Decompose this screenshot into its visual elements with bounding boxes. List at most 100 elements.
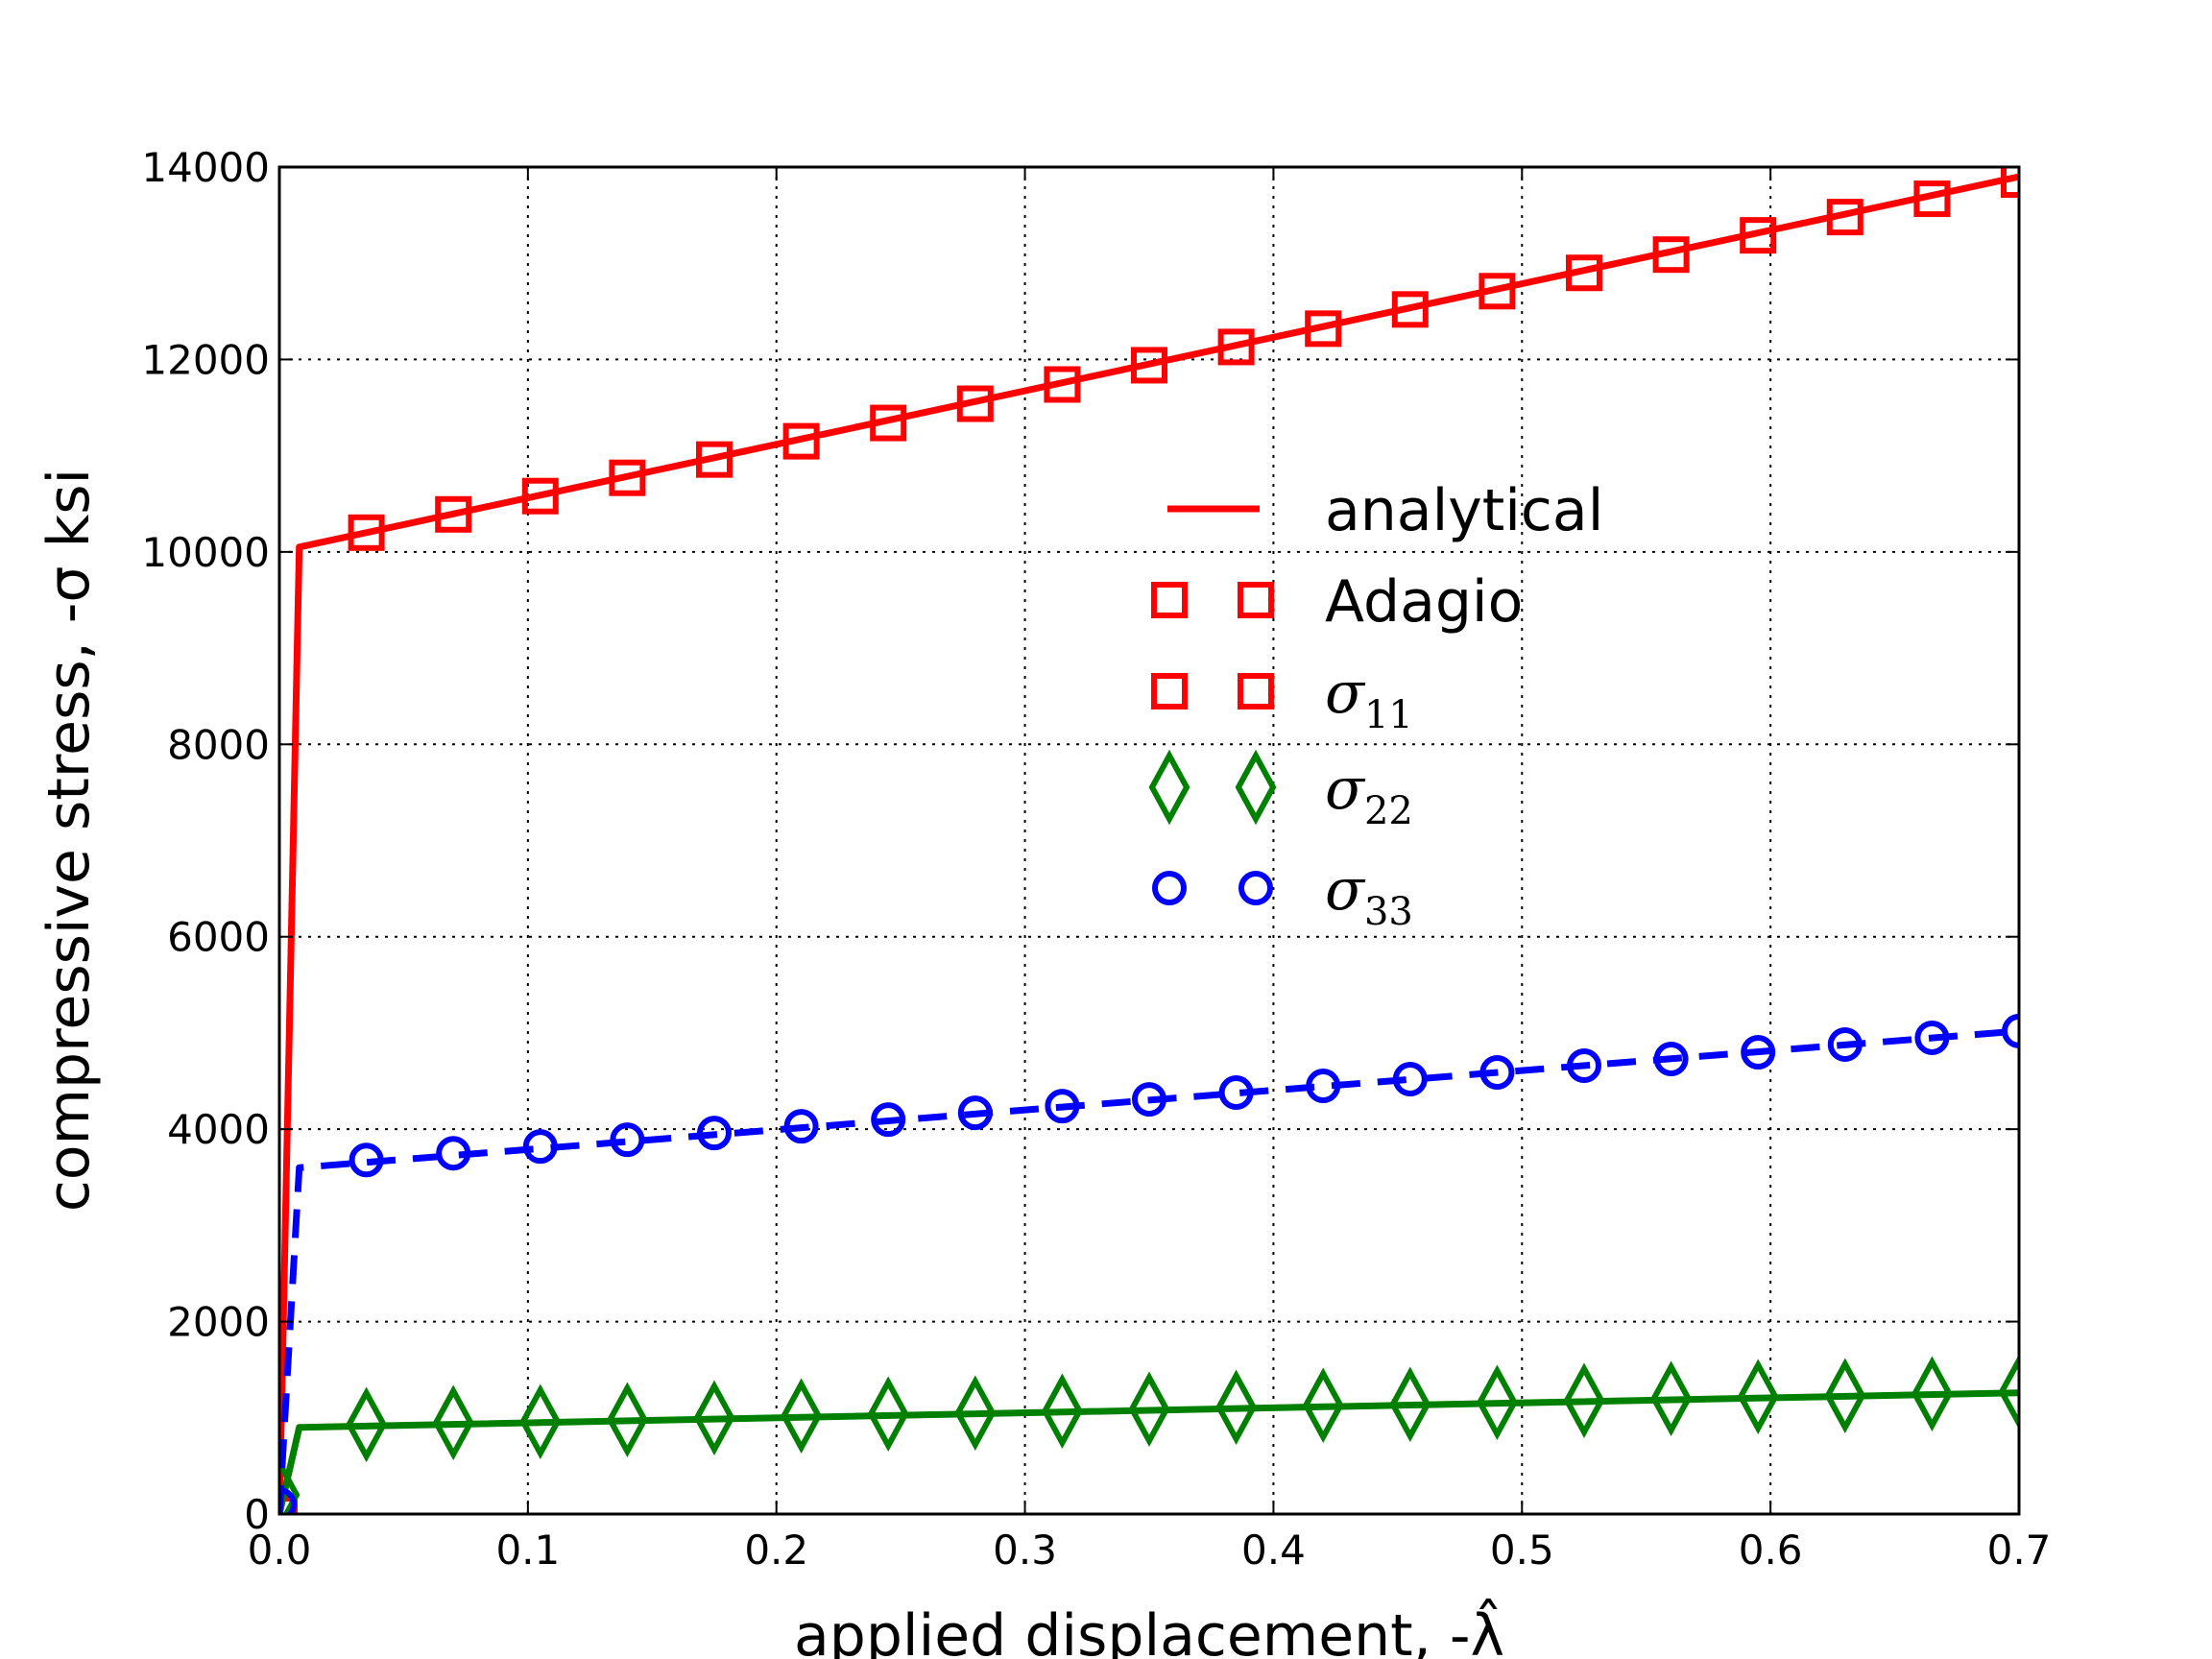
sigma33-adagio-marker (1827, 1026, 1863, 1062)
sigma22-adagio-marker (1737, 1358, 1779, 1435)
sigma22-adagio-marker (1041, 1373, 1083, 1450)
sigma11-adagio-marker (609, 459, 646, 496)
sigma11-adagio-marker (1479, 273, 1516, 310)
sigma33-adagio-marker (1479, 1055, 1515, 1091)
sigma11-adagio-marker (1740, 217, 1777, 254)
sigma22-adagio-marker (1650, 1360, 1693, 1437)
sigma11-analytical-line (279, 173, 2019, 1514)
sigma22-adagio-marker (954, 1375, 997, 1452)
legend-marker-sample (1238, 582, 1274, 618)
sigma22-adagio-marker (432, 1384, 474, 1461)
sigma33-adagio-marker (349, 1142, 384, 1178)
legend-label-subscript: 11 (1364, 693, 1413, 737)
sigma11-adagio-marker (782, 422, 820, 460)
x-tick-label: 0.5 (1490, 1527, 1554, 1574)
x-tick-label: 0.0 (248, 1527, 312, 1574)
sigma22-adagio-marker (693, 1380, 735, 1456)
sigma11-adagio-marker (1652, 236, 1690, 274)
y-tick-label: 4000 (167, 1106, 270, 1153)
legend-marker-sample (1235, 749, 1277, 826)
x-tick-label: 0.1 (495, 1527, 560, 1574)
legend-marker-sample (1152, 871, 1187, 905)
sigma22-adagio-marker (867, 1376, 909, 1453)
legend-marker-sample (1238, 871, 1273, 905)
legend-marker-sample (1148, 749, 1190, 826)
sigma33-adagio-marker (1392, 1062, 1428, 1097)
axis-ticks: 0.0 0.1 0.2 0.3 0.4 0.5 0.6 0.7 0 2000 4000 6000 800… (141, 144, 2051, 1574)
sigma11-adagio-marker (1217, 328, 1255, 366)
sigma33-adagio-marker (279, 1486, 297, 1514)
sigma33-adagio-marker (1567, 1048, 1601, 1084)
sigma33-adagio-marker (610, 1122, 645, 1158)
sigma33-adagio-marker (2002, 1013, 2019, 1048)
sigma33-adagio-marker (1741, 1034, 1776, 1070)
y-tick-label: 0 (244, 1491, 270, 1538)
y-tick-label: 10000 (141, 529, 270, 576)
sigma11-adagio-marker (435, 495, 472, 533)
sigma33-adagio-marker (1306, 1069, 1341, 1104)
sigma33-adagio-marker (1914, 1020, 1950, 1055)
sigma11-adagio-marker (870, 404, 907, 442)
sigma11-adagio-marker (1826, 199, 1863, 236)
x-axis-label: applied displacement, -λ̂ (794, 1599, 1504, 1659)
sigma33-adagio-marker (957, 1095, 993, 1131)
sigma11-adagio-marker (696, 441, 733, 478)
y-tick-label: 8000 (167, 721, 270, 768)
grid (279, 167, 2019, 1514)
legend-marker-sample (1151, 673, 1188, 709)
plot-frame (277, 165, 2021, 1516)
sigma11-adagio-marker (1044, 366, 1081, 403)
sigma22-adagio-marker (606, 1382, 648, 1458)
sigma33-adagio-marker (697, 1116, 732, 1151)
legend-marker-sample (1238, 673, 1274, 709)
x-tick-label: 0.4 (1241, 1527, 1306, 1574)
sigma33-adagio-marker (1653, 1041, 1689, 1076)
sigma33-adagio-marker (871, 1102, 906, 1138)
sigma11-adagio-marker (521, 477, 559, 515)
y-axis-label: compressive stress, -σ ksi (36, 469, 103, 1212)
sigma22-adagio-marker (1302, 1367, 1344, 1444)
series (279, 167, 2019, 1514)
sigma22-adagio-marker (1389, 1366, 1431, 1443)
sigma33-adagio-marker (783, 1109, 819, 1144)
sigma22-adagio-marker (519, 1383, 562, 1460)
y-tick-label: 12000 (141, 336, 270, 383)
y-tick-label: 14000 (141, 144, 270, 191)
sigma33-adagio-marker (1045, 1089, 1080, 1124)
sigma11-adagio-marker (348, 514, 385, 551)
sigma22-adagio-marker (1215, 1369, 1258, 1446)
sigma22-adagio-marker (279, 1456, 301, 1514)
legend-label: Adagio (1325, 568, 1523, 636)
sigma11-adagio-marker (1913, 180, 1951, 218)
y-tick-label: 2000 (167, 1299, 270, 1346)
x-tick-label: 0.2 (744, 1527, 808, 1574)
y-tick-label: 6000 (167, 914, 270, 961)
legend-label: analytical (1325, 477, 1603, 544)
sigma22-adagio-marker (781, 1378, 823, 1455)
legend-label-subscript: 22 (1364, 789, 1413, 833)
sigma11-adagio-marker (2001, 167, 2019, 199)
sigma22-adagio-marker (1128, 1371, 1170, 1448)
sigma11-adagio-marker (1131, 347, 1167, 384)
x-tick-label: 0.3 (993, 1527, 1057, 1574)
sigma22-adagio-marker (1476, 1364, 1518, 1441)
sigma22-adagio-marker (1563, 1362, 1605, 1439)
sigma11-adagio-marker (1391, 291, 1429, 328)
sigma22-adagio-marker (1824, 1358, 1866, 1434)
sigma33-adagio-marker (1218, 1075, 1254, 1111)
x-tick-label: 0.7 (1987, 1527, 2052, 1574)
sigma11-adagio-marker (1305, 310, 1342, 348)
sigma33-analytical-line (279, 1027, 2019, 1514)
sigma22-adagio-marker (346, 1386, 388, 1463)
sigma33-adagio-marker (436, 1136, 471, 1171)
sigma22-adagio-marker (1911, 1356, 1953, 1431)
sigma22-analytical-line (279, 1389, 2019, 1514)
sigma11-adagio-marker (956, 385, 994, 422)
sigma33-adagio-marker (522, 1129, 558, 1165)
x-tick-label: 0.6 (1739, 1527, 1803, 1574)
sigma11-adagio-marker (1566, 254, 1602, 292)
legend-label-subscript: 33 (1364, 890, 1413, 934)
sigma33-adagio-marker (1132, 1082, 1166, 1118)
